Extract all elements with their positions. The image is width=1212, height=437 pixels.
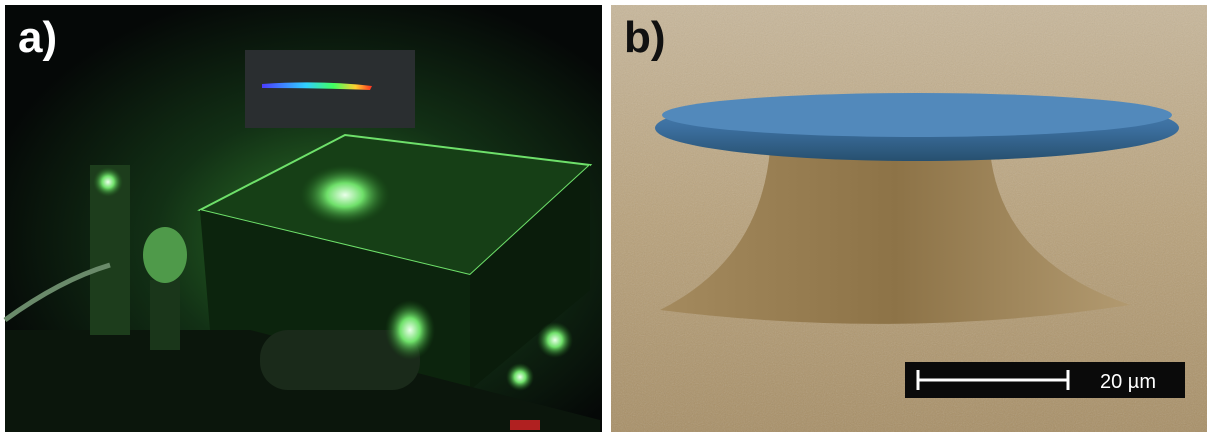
mount (150, 280, 180, 350)
light (300, 165, 390, 225)
panel-label: a) (18, 13, 57, 62)
screen (245, 50, 415, 128)
lens (143, 227, 187, 283)
fiber (3, 262, 111, 323)
tube (260, 330, 420, 390)
indicator (510, 420, 540, 430)
light (506, 363, 534, 391)
light (93, 167, 123, 197)
spectrum (262, 82, 372, 90)
pedestal (660, 150, 1130, 324)
light (385, 300, 435, 360)
light (537, 322, 573, 358)
panel-b: 20 µm b) (611, 5, 1207, 432)
disk-top (662, 93, 1172, 137)
panel-a: a) (3, 5, 602, 432)
scale-label: 20 µm (1100, 371, 1156, 393)
enclosure-front (470, 165, 590, 390)
panel-label: b) (624, 13, 666, 62)
